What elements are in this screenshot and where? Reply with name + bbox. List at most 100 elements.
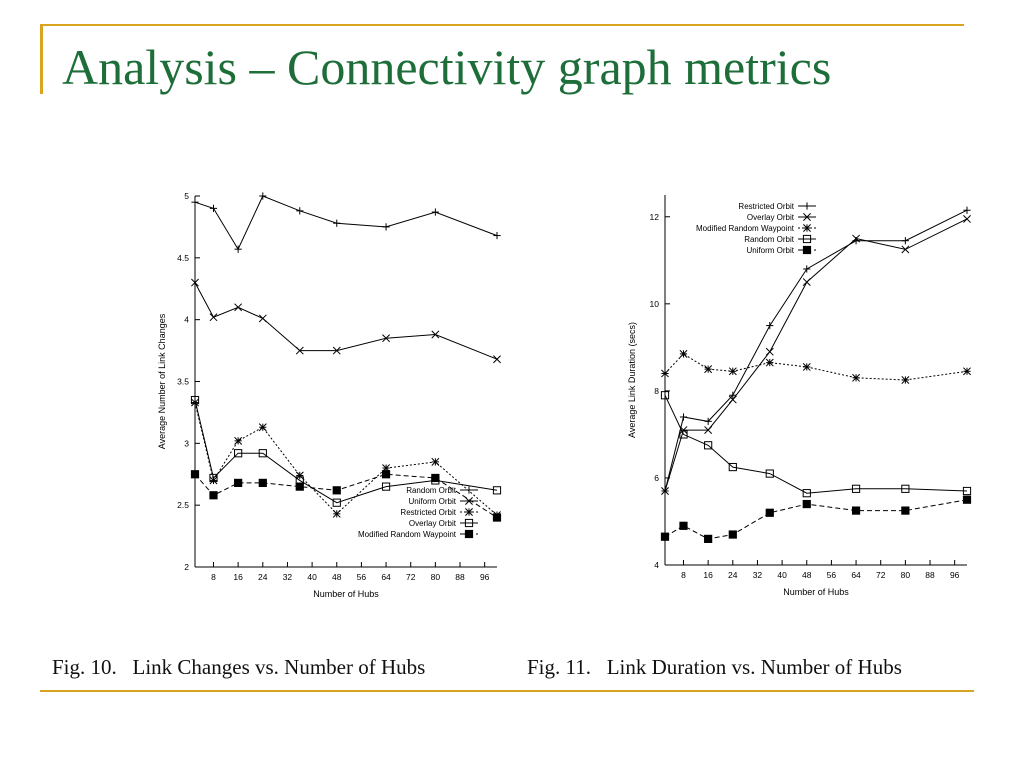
link-duration-series-random-orbit-point (901, 484, 910, 493)
link-changes-xtick-label: 88 (455, 572, 465, 582)
link-changes-plot: 2 2.5 3 3.5 4 4.5 5 8 16 24 32 40 48 56 64 72 80 88 96 Numb… (157, 191, 502, 599)
link-changes-series-random-orbit-line (194, 195, 498, 251)
link-changes-y-axis-label: Average Number of Link Changes (157, 313, 167, 449)
link-duration-ytick-label: 12 (650, 212, 660, 222)
link-changes-series-uniform-orbit-point (382, 334, 391, 343)
link-duration-ytick-label: 4 (654, 560, 659, 570)
link-changes-series-overlay-orbit-point (258, 449, 267, 458)
link-duration-series-overlay-orbit-point (728, 395, 737, 404)
link-duration-series-overlay-orbit-point (852, 234, 861, 243)
link-duration-xtick-label: 72 (876, 570, 886, 580)
link-duration-xtick-label: 48 (802, 570, 812, 580)
link-duration-series-uniform-orbit (660, 495, 972, 543)
link-changes-legend-restricted-orbit-marker (465, 508, 473, 516)
link-duration-legend-uniform-orbit: Uniform Orbit (746, 245, 816, 255)
link-changes-series-restricted-orbit-point (258, 423, 267, 432)
link-changes-series-random-orbit-point (296, 207, 304, 215)
link-changes-ytick-label: 5 (184, 191, 189, 201)
link-changes-series-modified-random-waypoint-point (431, 473, 440, 483)
link-changes-series-restricted-orbit-point (295, 471, 304, 480)
link-duration-series-overlay-orbit-line (664, 218, 968, 492)
link-duration-legend-uniform-orbit-marker (802, 245, 812, 255)
link-changes-series-modified-random-waypoint-point (234, 478, 243, 488)
link-duration-legend-random-orbit-label: Random Orbit (744, 235, 795, 244)
link-changes-series-overlay-orbit-point (190, 395, 200, 405)
link-changes-legend-modified-random-waypoint-label: Modified Random Waypoint (358, 530, 457, 539)
link-changes-legend-overlay-orbit-marker (464, 518, 474, 528)
link-changes-series-restricted-orbit-line (194, 402, 498, 516)
link-changes-series-uniform-orbit-point (332, 346, 341, 355)
link-changes-series-uniform-orbit-point (295, 346, 304, 355)
link-changes-series-overlay-orbit-line (194, 399, 498, 504)
link-changes-series-random-orbit-point (191, 198, 199, 206)
link-duration-series-overlay-orbit (661, 214, 971, 495)
link-duration-xtick-label: 32 (753, 570, 763, 580)
link-duration-series-uniform-orbit-point (728, 530, 737, 539)
link-changes-series-modified-random-waypoint-point (258, 478, 267, 488)
link-duration-series-modified-random-waypoint-point (679, 349, 688, 358)
link-changes-series-overlay-orbit-point (332, 498, 341, 507)
link-duration-series-uniform-orbit-point (765, 508, 774, 517)
link-duration-series-modified-random-waypoint-point (963, 367, 971, 376)
link-changes-series-uniform-orbit (191, 278, 501, 364)
link-duration-legend-modified-random-waypoint: Modified Random Waypoint (696, 224, 816, 233)
link-duration-series-random-orbit-point (802, 489, 811, 498)
link-changes-chart: 2 2.5 3 3.5 4 4.5 5 8 16 24 32 40 48 56 64 72 80 88 96 Numb… (148, 180, 508, 630)
link-changes-x-axis-label: Number of Hubs (313, 589, 379, 599)
link-duration-series-modified-random-waypoint-point (661, 369, 669, 378)
link-changes-legend: Random Orbit Uniform Orbit Restricted Orbi… (358, 486, 478, 539)
link-changes-legend-random-orbit-label: Random Orbit (406, 486, 457, 495)
link-changes-series-random-orbit-point (209, 204, 218, 212)
link-duration-series-overlay-orbit-point (802, 278, 811, 287)
link-changes-ytick-label: 4 (184, 315, 189, 325)
link-duration-series-uniform-orbit-point (679, 521, 688, 530)
link-changes-xtick-label: 72 (406, 572, 416, 582)
link-duration-series-restricted-orbit-point (679, 413, 688, 421)
link-changes-legend-restricted-orbit-label: Restricted Orbit (400, 508, 456, 517)
link-duration-series-restricted-orbit-point (704, 417, 712, 425)
link-duration-series-uniform-orbit-point (901, 506, 910, 515)
link-changes-series-uniform-orbit-line (194, 282, 498, 360)
link-duration-series-uniform-orbit-point (851, 506, 861, 515)
link-changes-legend-overlay-orbit-label: Overlay Orbit (409, 519, 457, 528)
link-changes-xtick-label: 80 (431, 572, 441, 582)
link-duration-series-random-orbit-point (660, 391, 670, 400)
link-duration-series-uniform-orbit-point (704, 534, 713, 543)
link-duration-series-modified-random-waypoint-line (664, 353, 968, 381)
link-changes-series-modified-random-waypoint-point (332, 486, 341, 495)
link-duration-series-random-orbit-point (765, 469, 774, 478)
link-duration-series-restricted-orbit (661, 206, 971, 495)
link-duration-legend-modified-random-waypoint-label: Modified Random Waypoint (696, 224, 795, 233)
link-changes-series-modified-random-waypoint-point (209, 491, 218, 500)
link-changes-series-random-orbit-point (382, 223, 390, 231)
link-changes-series-uniform-orbit-point (234, 303, 243, 312)
link-changes-legend-uniform-orbit-label: Uniform Orbit (408, 497, 456, 506)
link-changes-series-overlay-orbit-point (209, 473, 218, 483)
link-duration-legend-overlay-orbit: Overlay Orbit (747, 213, 816, 222)
link-changes-series-restricted-orbit-point (191, 398, 199, 407)
link-changes-series-overlay-orbit-point (234, 449, 243, 458)
link-changes-series-overlay-orbit-point (381, 482, 391, 491)
figure-caption-10: Fig. 10. Link Changes vs. Number of Hubs (52, 655, 426, 679)
link-duration-series-modified-random-waypoint-point (704, 365, 713, 374)
link-changes-series-uniform-orbit-point (209, 313, 218, 322)
link-duration-legend-overlay-orbit-marker (803, 213, 811, 221)
link-duration-series-overlay-orbit-point (765, 347, 774, 356)
link-duration-legend-modified-random-waypoint-marker (803, 224, 811, 232)
link-duration-series-modified-random-waypoint-point (802, 362, 811, 371)
link-changes-series-modified-random-waypoint-point (190, 470, 200, 479)
link-duration-series-uniform-orbit-point (660, 532, 670, 541)
link-changes-series-uniform-orbit-point (431, 330, 440, 339)
link-changes-series-random-orbit-point (234, 245, 242, 253)
link-duration-series-uniform-orbit-point (962, 495, 972, 504)
link-changes-series-random-orbit-point (493, 231, 501, 240)
link-duration-legend: Restricted Orbit Overlay Orbit Modified Ra… (696, 202, 816, 255)
link-changes-series-uniform-orbit-point (258, 314, 267, 323)
link-changes-xtick-label: 16 (233, 572, 243, 582)
link-duration-legend-random-orbit: Random Orbit (744, 234, 816, 244)
link-changes-series-overlay-orbit-point (492, 486, 502, 495)
link-changes-series-random-orbit-point (259, 192, 267, 200)
link-duration-series-restricted-orbit-point (901, 237, 909, 245)
bottom-rule (40, 690, 974, 692)
link-duration-series-random-orbit-point (704, 441, 713, 450)
